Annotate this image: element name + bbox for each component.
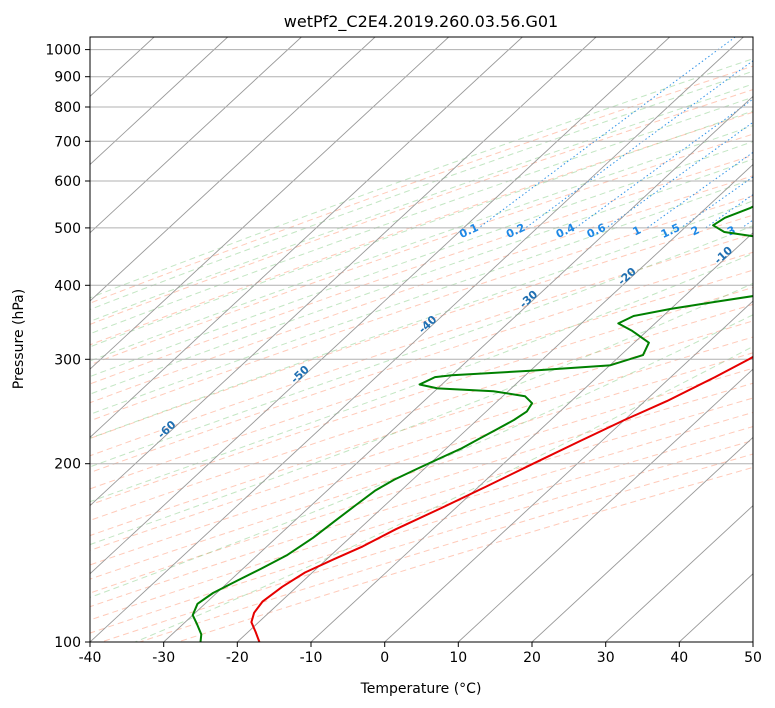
dry-adiabat-line xyxy=(90,154,753,385)
dry-adiabat-line xyxy=(90,251,753,474)
mixing-ratio-line xyxy=(606,121,753,229)
dry-adiabat-line xyxy=(90,233,753,457)
y-tick-label: 100 xyxy=(54,635,81,651)
moist-adiabat-line xyxy=(90,225,753,468)
y-tick-label: 500 xyxy=(54,221,81,237)
dry-adiabat-line xyxy=(90,65,753,304)
moist-adiabat-line xyxy=(90,58,753,299)
isotherm-line xyxy=(90,37,229,166)
dry-adiabat-line xyxy=(90,367,753,580)
isotherm-line xyxy=(531,436,753,642)
isotherm-line xyxy=(90,37,376,302)
x-tick-label: -10 xyxy=(300,650,323,666)
dewpoint-line xyxy=(191,205,753,642)
isotherm-line xyxy=(90,37,671,575)
reference-lines xyxy=(90,37,753,642)
x-tick-label: 30 xyxy=(597,650,615,666)
isotherm-line xyxy=(163,95,753,642)
temperature-line xyxy=(250,355,753,642)
y-tick-label: 200 xyxy=(54,457,81,473)
isotherm-line xyxy=(90,37,744,642)
dry-adiabat-line xyxy=(90,111,753,346)
x-tick-label: 40 xyxy=(670,650,688,666)
x-tick-label: -40 xyxy=(79,650,102,666)
x-tick-label: -20 xyxy=(226,650,249,666)
isotherm-line xyxy=(90,37,523,438)
x-tick-label: 20 xyxy=(523,650,541,666)
dry-adiabat-line xyxy=(90,382,753,594)
moist-adiabat-line xyxy=(90,178,753,415)
isotherm-line xyxy=(605,504,753,642)
y-axis-label: Pressure (hPa) xyxy=(11,289,27,389)
y-tick-label: 400 xyxy=(54,278,81,294)
dry-adiabat-line xyxy=(90,286,753,506)
moist-adiabat-line xyxy=(90,110,753,348)
isotherm-line xyxy=(90,37,302,234)
isotherm-line xyxy=(90,37,597,507)
y-tick-label: 1000 xyxy=(45,43,81,59)
dry-adiabat-line xyxy=(90,336,753,551)
x-tick-label: -30 xyxy=(152,650,175,666)
y-tick-label: 800 xyxy=(54,100,81,116)
isotherm-line xyxy=(457,368,753,642)
dry-adiabat-line xyxy=(90,303,753,521)
isotherm-line xyxy=(384,300,753,642)
isotherm-line xyxy=(310,232,753,642)
x-tick-label: 50 xyxy=(744,650,762,666)
x-tick-label: 0 xyxy=(380,650,389,666)
moist-adiabat-line xyxy=(90,282,753,546)
y-axis-ticks: 100 200 300 400 500 600 700 800 900 1000 xyxy=(45,43,90,651)
y-tick-label: 600 xyxy=(54,174,81,190)
moist-adiabat-line xyxy=(90,200,753,439)
plot-frame xyxy=(89,36,754,643)
x-axis-ticks: -40 -30 -20 -10 0 10 20 30 40 50 xyxy=(79,642,762,666)
mixing-ratio-line xyxy=(680,176,753,229)
isotherm-line xyxy=(236,163,753,642)
y-tick-label: 900 xyxy=(54,70,81,86)
moist-adiabat-line xyxy=(90,314,753,598)
moist-adiabat-line xyxy=(90,158,753,395)
dry-adiabat-line xyxy=(90,195,753,422)
moist-adiabat-line xyxy=(90,96,753,335)
y-tick-label: 300 xyxy=(54,352,81,368)
moist-adiabat-line xyxy=(90,70,753,311)
x-tick-label: 10 xyxy=(449,650,467,666)
y-tick-label: 700 xyxy=(54,134,81,150)
dry-adiabat-line xyxy=(90,89,753,325)
chart-title: wetPf2_C2E4.2019.260.03.56.G01 xyxy=(284,12,558,32)
isotherm-line xyxy=(90,37,450,370)
x-axis-label: Temperature (°C) xyxy=(360,681,482,697)
profile-lines xyxy=(191,205,753,642)
